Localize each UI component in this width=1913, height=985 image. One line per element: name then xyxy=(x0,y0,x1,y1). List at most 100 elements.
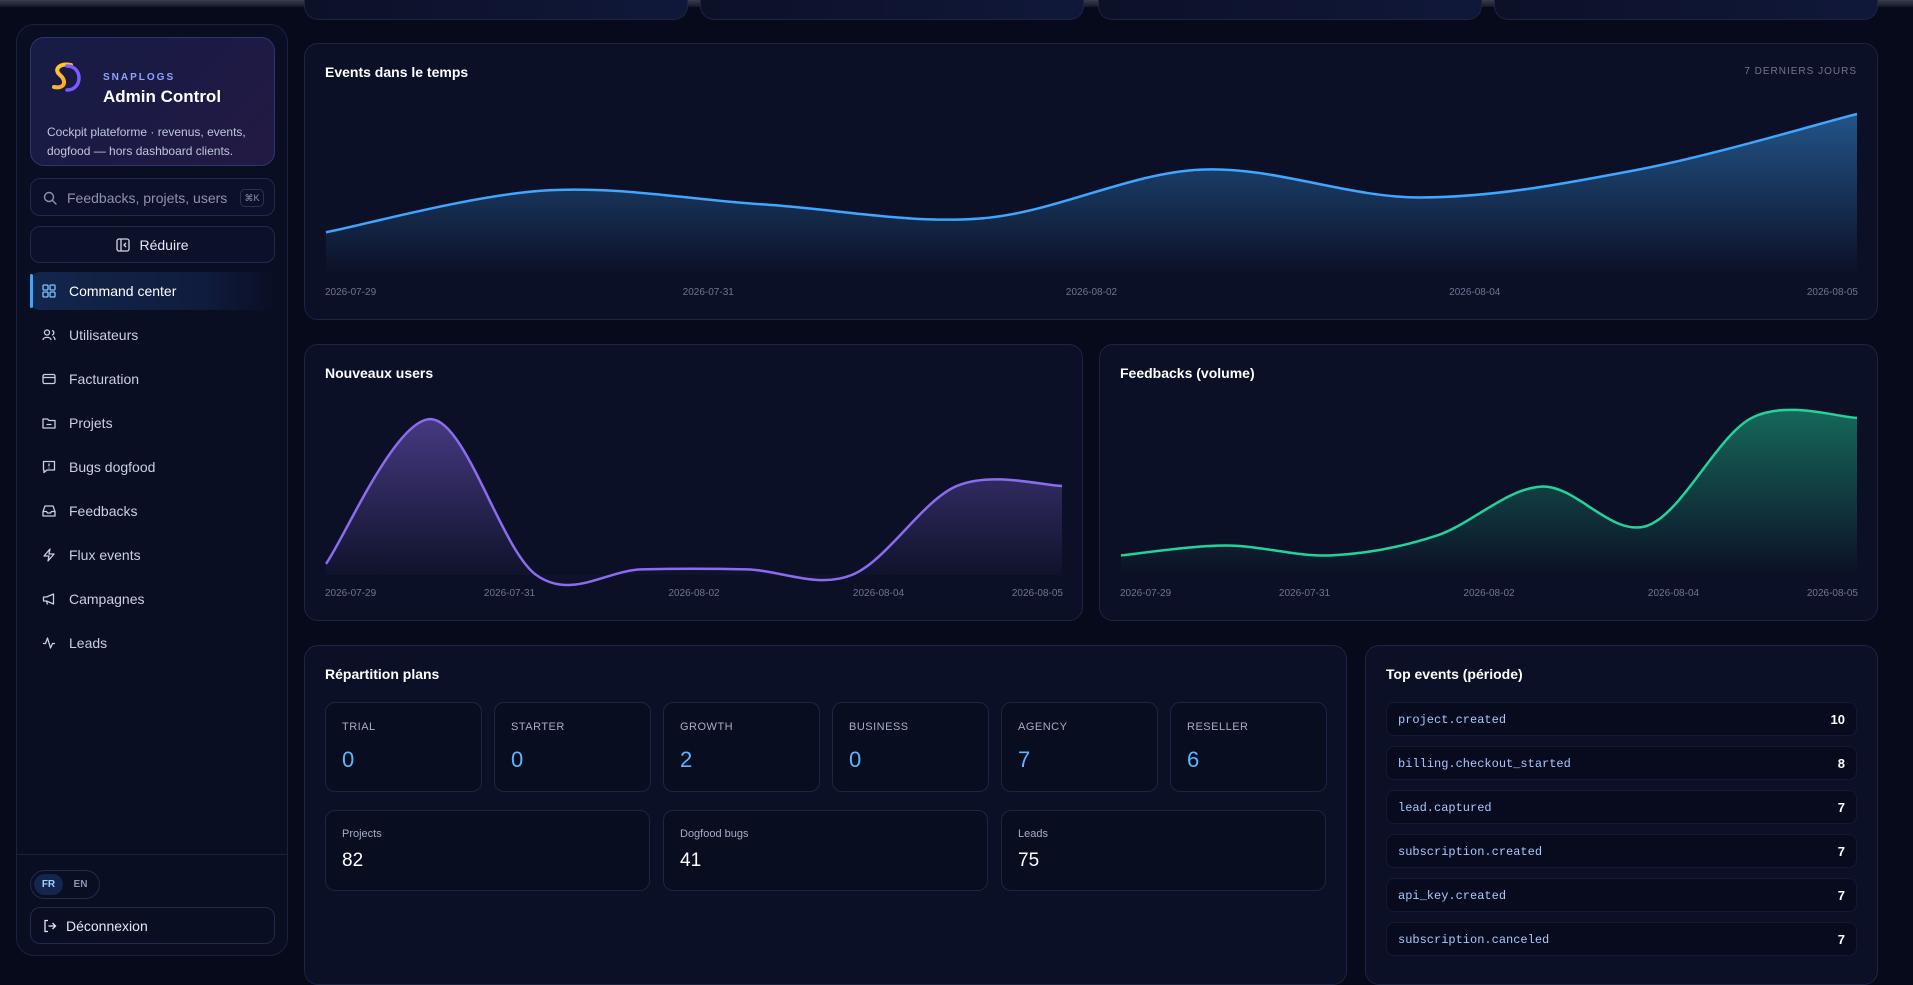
plan-label: GROWTH xyxy=(680,721,734,733)
x-tick-label: 2026-08-02 xyxy=(1463,588,1515,599)
logout-icon xyxy=(44,919,57,932)
events-over-time-card: Events dans le temps 7 DERNIERS JOURS 20… xyxy=(304,43,1878,320)
kpi-card-stub xyxy=(304,0,688,20)
sidebar-item-facturation[interactable]: Facturation xyxy=(30,360,278,398)
stat-label: Projects xyxy=(342,828,382,840)
kpi-card-stub xyxy=(700,0,1084,20)
x-tick-label: 2026-07-29 xyxy=(1120,588,1172,599)
sidebar-item-leads[interactable]: Leads xyxy=(30,624,278,662)
new-users-chart: 2026-07-29 2026-07-31 2026-08-02 2026-08-04… xyxy=(325,417,1063,599)
search-shortcut: ⌘K xyxy=(240,189,264,207)
plan-reseller: RESELLER 6 xyxy=(1170,702,1327,792)
event-row[interactable]: api_key.created 7 xyxy=(1386,878,1857,912)
x-tick-label: 2026-08-02 xyxy=(668,588,720,599)
collapse-label: Réduire xyxy=(139,236,189,253)
plan-label: RESELLER xyxy=(1187,721,1249,733)
x-tick-label: 2026-08-04 xyxy=(853,588,905,599)
feedbacks-chart: 2026-07-29 2026-07-31 2026-08-02 2026-08-04… xyxy=(1120,408,1858,599)
series-line xyxy=(1120,408,1858,557)
activity-icon xyxy=(41,635,57,651)
event-count: 7 xyxy=(1837,844,1845,859)
event-row[interactable]: billing.checkout_started 8 xyxy=(1386,746,1857,780)
plan-count: 0 xyxy=(849,747,862,772)
sidebar-item-projets[interactable]: Projets xyxy=(30,404,278,442)
plan-count: 0 xyxy=(342,747,355,772)
collapse-sidebar-button[interactable]: Réduire xyxy=(30,226,275,263)
event-count: 7 xyxy=(1837,888,1845,903)
sidebar-item-label: Campagnes xyxy=(69,591,145,607)
event-name: subscription.created xyxy=(1398,845,1543,859)
sidebar-item-label: Command center xyxy=(69,283,177,299)
feedbacks-volume-card: Feedbacks (volume) 2026-07-29 2026-07-31 2… xyxy=(1099,344,1878,621)
sidebar-item-bugs-dogfood[interactable]: Bugs dogfood xyxy=(30,448,278,486)
series-line xyxy=(325,112,1858,234)
brand-kicker: SNAPLOGS xyxy=(103,72,176,83)
sidebar-item-utilisateurs[interactable]: Utilisateurs xyxy=(30,316,278,354)
x-tick-label: 2026-08-02 xyxy=(1066,287,1118,298)
sidebar: SNAPLOGS Admin Control Cockpit plateform… xyxy=(16,24,288,956)
sidebar-item-label: Facturation xyxy=(69,371,140,387)
logout-label: Déconnexion xyxy=(66,917,148,934)
series-line xyxy=(325,417,1063,587)
sidebar-item-label: Flux events xyxy=(69,547,141,563)
search-input[interactable] xyxy=(67,187,227,209)
message-alert-icon xyxy=(41,459,57,475)
sidebar-item-feedbacks[interactable]: Feedbacks xyxy=(30,492,278,530)
panel-collapse-icon xyxy=(116,237,131,252)
plan-count: 2 xyxy=(680,747,693,772)
x-tick-label: 2026-07-29 xyxy=(325,287,377,298)
event-name: lead.captured xyxy=(1398,801,1492,815)
event-name: subscription.canceled xyxy=(1398,933,1550,947)
plan-count: 7 xyxy=(1018,747,1031,772)
x-tick-label: 2026-08-05 xyxy=(1807,287,1858,298)
top-events-title: Top events (période) xyxy=(1386,666,1523,682)
x-tick-label: 2026-07-31 xyxy=(1279,588,1331,599)
x-tick-label: 2026-07-31 xyxy=(484,588,536,599)
brand-title: Admin Control xyxy=(103,87,222,106)
plan-count: 6 xyxy=(1187,747,1200,772)
events-card-title: Events dans le temps xyxy=(325,64,469,80)
plan-starter: STARTER 0 xyxy=(494,702,651,792)
sidebar-nav: Command center Utilisateurs Facturation … xyxy=(30,272,278,668)
event-count: 8 xyxy=(1837,756,1845,771)
event-row[interactable]: project.created 10 xyxy=(1386,702,1857,736)
plans-distribution-card: Répartition plans TRIAL 0 STARTER 0 GROW… xyxy=(304,645,1347,985)
stat-leads: Leads 75 xyxy=(1001,810,1326,891)
sidebar-item-label: Feedbacks xyxy=(69,503,138,519)
search-box: ⌘K xyxy=(30,178,275,216)
top-events-card: Top events (période) project.created 10 … xyxy=(1365,645,1878,985)
event-row[interactable]: subscription.canceled 7 xyxy=(1386,922,1857,956)
events-chart: 2026-07-29 2026-07-31 2026-08-02 2026-08-04… xyxy=(325,112,1858,298)
x-tick-label: 2026-08-04 xyxy=(1648,588,1700,599)
kpi-card-stub xyxy=(1494,0,1878,20)
megaphone-icon xyxy=(41,591,57,607)
stat-projects: Projects 82 xyxy=(325,810,650,891)
sidebar-item-label: Leads xyxy=(69,635,108,651)
event-count: 7 xyxy=(1837,800,1845,815)
x-tick-label: 2026-08-04 xyxy=(1449,287,1501,298)
event-row[interactable]: lead.captured 7 xyxy=(1386,790,1857,824)
plan-agency: AGENCY 7 xyxy=(1001,702,1158,792)
inbox-icon xyxy=(41,503,57,519)
event-row[interactable]: subscription.created 7 xyxy=(1386,834,1857,868)
plan-label: TRIAL xyxy=(342,721,376,733)
brand-description: Cockpit plateforme · revenus, events, do… xyxy=(47,125,246,158)
sidebar-item-command-center[interactable]: Command center xyxy=(30,272,278,310)
users-card-title: Nouveaux users xyxy=(325,365,434,381)
grid-icon xyxy=(41,283,57,299)
sidebar-item-flux-events[interactable]: Flux events xyxy=(30,536,278,574)
x-tick-label: 2026-07-29 xyxy=(325,588,377,599)
sidebar-item-campagnes[interactable]: Campagnes xyxy=(30,580,278,618)
period-label: 7 DERNIERS JOURS xyxy=(1744,66,1857,77)
lang-en-button[interactable]: EN xyxy=(73,879,88,890)
plan-label: AGENCY xyxy=(1018,721,1068,733)
lang-fr-button[interactable]: FR xyxy=(34,874,63,895)
sidebar-item-label: Bugs dogfood xyxy=(69,459,156,475)
logout-button[interactable]: Déconnexion xyxy=(30,907,275,944)
x-tick-label: 2026-07-31 xyxy=(683,287,735,298)
users-icon xyxy=(41,327,57,343)
event-count: 7 xyxy=(1837,932,1845,947)
plan-business: BUSINESS 0 xyxy=(832,702,989,792)
plan-growth: GROWTH 2 xyxy=(663,702,820,792)
stat-value: 82 xyxy=(342,850,364,871)
